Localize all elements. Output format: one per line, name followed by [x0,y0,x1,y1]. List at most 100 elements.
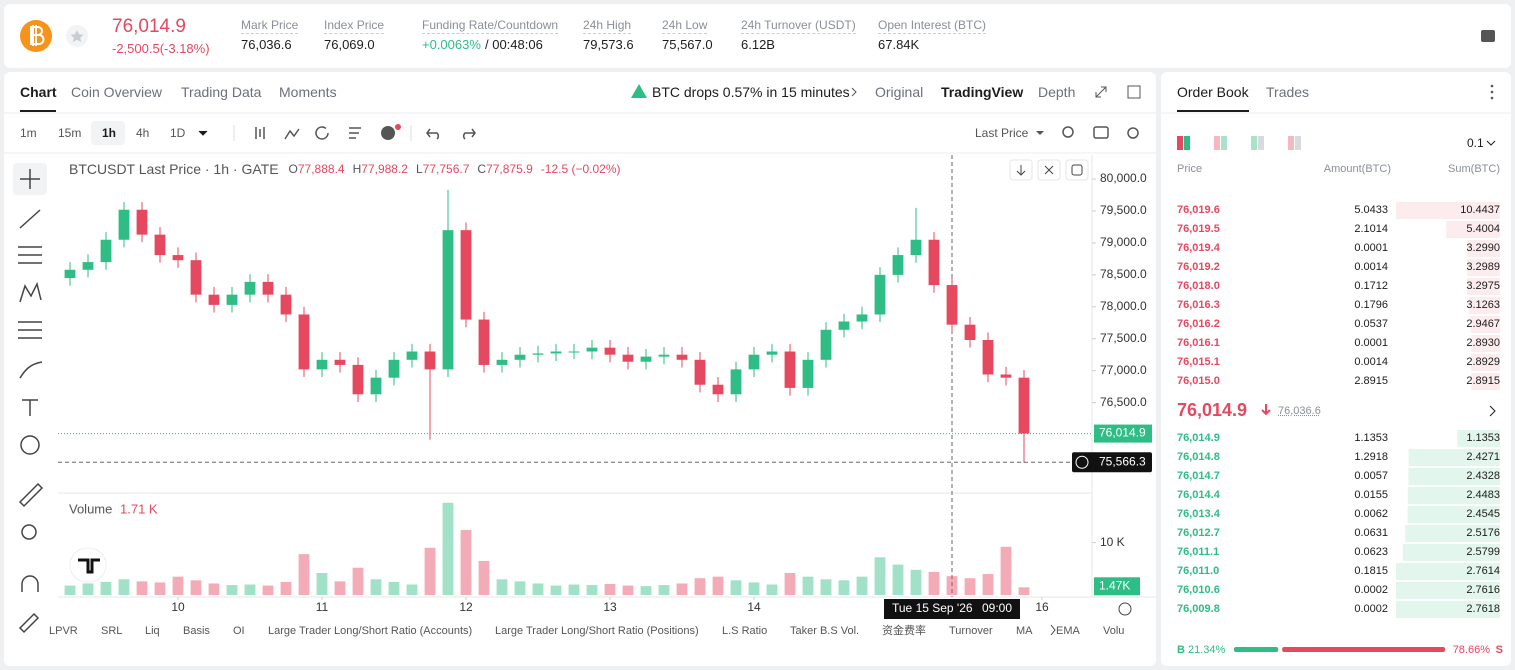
volume-bar [532,583,544,595]
emoji-tool[interactable] [20,435,40,455]
precision[interactable]: 0.1 [1467,136,1484,150]
chart-tab[interactable]: Coin Overview [71,84,163,100]
magnet-tool[interactable] [21,575,39,592]
redo-button[interactable] [462,128,476,140]
price-type[interactable]: Last Price [975,126,1029,140]
book-price[interactable]: 76,014.9 [1177,432,1220,444]
projection-tool[interactable] [18,321,42,339]
more-dot[interactable] [1490,84,1494,88]
book-price[interactable]: 76,018.0 [1177,280,1220,292]
book-price[interactable]: 76,016.3 [1177,299,1220,311]
text-tool[interactable] [22,399,38,416]
tradingview-mark [78,558,100,574]
measure-tool[interactable] [18,482,44,508]
indicator-tab[interactable]: Turnover [949,625,993,637]
indicator-tab[interactable]: Large Trader Long/Short Ratio (Accounts) [268,625,473,637]
book-view-asks[interactable] [1221,136,1227,150]
chart-button[interactable] [1037,159,1061,181]
undo-button[interactable] [426,128,440,140]
mid-chevron[interactable] [1489,405,1496,417]
book-price[interactable]: 76,012.7 [1177,527,1220,539]
indicator-tab[interactable]: Taker B.S Vol. [790,625,860,637]
book-price[interactable]: 76,015.0 [1177,375,1220,387]
indicator-scroll[interactable] [1050,624,1056,636]
layout-button[interactable] [1481,30,1495,42]
chart-tab[interactable]: Trading Data [181,84,262,100]
price-type-caret[interactable] [1036,131,1044,135]
indicator-tab[interactable]: Volu [1103,625,1125,637]
interval[interactable]: 15m [58,126,82,140]
window-button[interactable] [1127,85,1141,99]
book-view-bids[interactable] [1251,136,1257,150]
view-tab[interactable]: Original [875,84,924,100]
book-view-asks[interactable] [1295,136,1301,150]
chart-tab[interactable]: Chart [20,84,57,100]
book-view-asks[interactable] [1288,136,1294,150]
book-tab[interactable]: Order Book [1177,84,1249,100]
indicator-tab[interactable]: SRL [101,625,123,637]
indicator-tab[interactable]: Liq [145,625,160,637]
zoom-tool[interactable] [21,524,37,540]
template-button[interactable] [349,127,361,139]
chart-tab[interactable]: Moments [279,84,337,100]
indicator-button[interactable] [284,128,300,140]
snapshot-button[interactable] [1093,126,1109,139]
interval[interactable]: 1D [170,126,186,140]
book-price[interactable]: 76,016.1 [1177,337,1220,349]
draw-lock-tool[interactable] [18,612,40,634]
more-dot[interactable] [1490,96,1494,100]
book-price[interactable]: 76,019.2 [1177,261,1220,273]
indicator-tab[interactable]: L.S Ratio [722,625,768,637]
view-tab[interactable]: TradingView [941,84,1024,100]
book-price[interactable]: 76,019.6 [1177,204,1220,216]
replay-button[interactable] [315,126,329,140]
book-tab[interactable]: Trades [1266,84,1310,100]
view-tab[interactable]: Depth [1038,84,1076,100]
book-view-bids[interactable] [1258,136,1264,150]
book-view-both[interactable] [1177,136,1183,150]
book-price[interactable]: 76,019.4 [1177,242,1220,254]
precision-caret[interactable] [1486,140,1496,146]
pattern-tool[interactable] [19,281,42,303]
fullscreen-button[interactable] [1095,86,1107,98]
indicator-tab[interactable]: EMA [1056,625,1080,637]
book-view-both[interactable] [1184,136,1190,150]
chart-button[interactable] [1009,159,1033,181]
brush-tool[interactable] [19,361,43,379]
interval-caret[interactable] [198,130,208,136]
book-price[interactable]: 76,013.4 [1177,508,1220,520]
book-price[interactable]: 76,015.1 [1177,356,1220,368]
book-price[interactable]: 76,014.4 [1177,489,1220,501]
indicator-tab[interactable]: MA [1016,625,1033,637]
book-price[interactable]: 76,011.1 [1177,546,1220,558]
book-view-asks[interactable] [1214,136,1220,150]
interval[interactable]: 1h [102,126,117,140]
add-indicator-button[interactable] [381,126,395,140]
book-price[interactable]: 76,009.8 [1177,603,1220,615]
book-price[interactable]: 76,014.8 [1177,451,1220,463]
book-price[interactable]: 76,016.2 [1177,318,1220,330]
interval[interactable]: 1m [20,126,37,140]
indicator-tab[interactable]: Large Trader Long/Short Ratio (Positions… [495,625,699,637]
candle-type-button[interactable] [255,127,265,139]
book-price[interactable]: 76,014.7 [1177,470,1220,482]
search-button[interactable] [1062,126,1074,138]
interval[interactable]: 4h [136,126,150,140]
crosshair-tool[interactable] [20,169,40,189]
book-price[interactable]: 76,011.0 [1177,565,1220,577]
alert-text[interactable]: BTC drops 0.57% in 15 minutes [652,84,850,100]
fib-tool[interactable] [18,246,42,264]
indicator-tab[interactable]: Basis [183,625,210,637]
indicator-tab[interactable]: LPVR [49,625,78,637]
volume-bar [964,578,976,595]
book-price[interactable]: 76,010.6 [1177,584,1220,596]
volume-bar [1018,587,1030,595]
indicator-tab[interactable]: 资金费率 [882,625,926,637]
more-dot[interactable] [1490,90,1494,94]
axis-settings[interactable] [1118,602,1132,616]
chart-button[interactable] [1065,159,1089,181]
book-price[interactable]: 76,019.5 [1177,223,1220,235]
trendline-tool[interactable] [19,209,41,229]
indicator-tab[interactable]: OI [233,625,245,637]
settings-button[interactable] [1127,127,1139,139]
